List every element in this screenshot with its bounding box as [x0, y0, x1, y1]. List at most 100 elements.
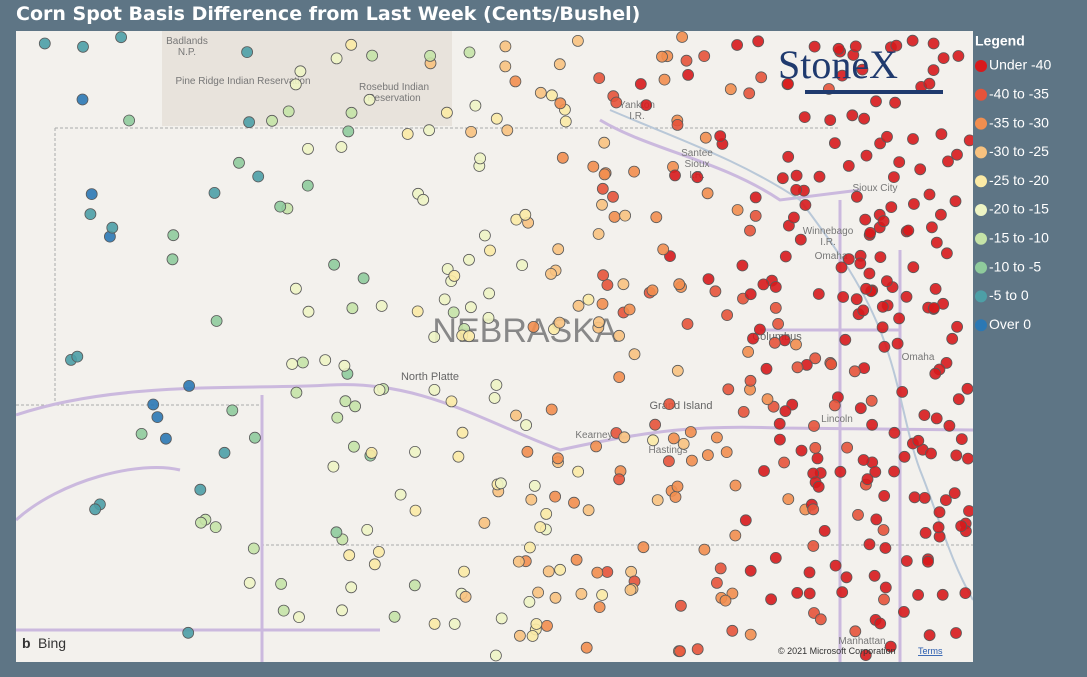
station-dot — [941, 247, 953, 260]
station-dot — [363, 93, 376, 106]
station-dot — [494, 477, 507, 490]
place-label: Pine Ridge Indian Reservation — [175, 76, 310, 87]
station-dot — [572, 299, 585, 312]
station-dot — [714, 130, 727, 143]
station-dot — [610, 96, 623, 109]
station-dot — [930, 412, 943, 425]
station-dot — [448, 618, 461, 630]
station-dot — [601, 279, 614, 291]
station-dot — [949, 195, 962, 208]
station-dot — [233, 156, 245, 169]
station-dot — [721, 309, 733, 322]
station-dot — [795, 444, 808, 457]
station-dot — [744, 224, 756, 237]
station-dot — [950, 627, 962, 639]
station-dot — [409, 445, 421, 458]
station-dot — [532, 586, 544, 599]
station-dot — [327, 460, 340, 473]
station-dot — [852, 509, 864, 521]
terms-link[interactable]: Terms — [918, 646, 943, 656]
station-dot — [618, 431, 631, 444]
station-dot — [900, 290, 913, 303]
station-dot — [357, 272, 370, 285]
station-dot — [729, 479, 742, 492]
station-dot — [744, 288, 757, 301]
station-dot — [955, 520, 968, 532]
station-dot — [857, 454, 870, 466]
station-dot — [907, 261, 920, 274]
place-label: Yankton — [619, 100, 655, 111]
station-dot — [719, 594, 732, 607]
station-dot — [876, 321, 889, 334]
station-dot — [658, 73, 671, 86]
station-dot — [884, 640, 897, 653]
station-dot — [952, 50, 965, 62]
station-dot — [519, 208, 532, 221]
station-dot — [676, 31, 688, 43]
station-dot — [346, 302, 359, 315]
station-dot — [482, 311, 495, 324]
station-dot — [731, 39, 743, 51]
legend-marker — [975, 88, 987, 101]
legend-label: Over 0 — [989, 316, 1031, 332]
station-dot — [293, 611, 305, 623]
station-dot — [951, 148, 963, 161]
station-dot — [749, 191, 762, 204]
station-dot — [549, 490, 561, 503]
station-dot — [761, 393, 774, 406]
station-dot — [769, 301, 782, 314]
station-dot — [135, 427, 148, 440]
station-dot — [885, 201, 898, 214]
station-dot — [521, 445, 534, 458]
station-dot — [365, 446, 378, 459]
station-dot — [891, 337, 904, 350]
station-dot — [554, 97, 567, 110]
station-dot — [319, 354, 332, 367]
station-dot — [889, 96, 901, 109]
station-dot — [812, 288, 825, 300]
station-dot — [859, 213, 872, 226]
station-dot — [879, 581, 892, 594]
station-dot — [773, 417, 786, 430]
station-dot — [849, 40, 862, 53]
station-dot — [691, 171, 704, 184]
station-dot — [624, 584, 637, 596]
station-dot — [456, 426, 469, 439]
station-dot — [613, 371, 626, 384]
station-dot — [209, 521, 222, 533]
station-dot — [590, 440, 602, 453]
station-dot — [38, 37, 51, 50]
bing-logo: Bing — [38, 635, 66, 651]
station-dot — [77, 40, 89, 53]
station-dot — [726, 587, 739, 600]
station-dot — [607, 190, 619, 203]
station-dot — [423, 124, 436, 137]
station-dot — [691, 643, 704, 656]
station-dot — [702, 449, 714, 462]
station-dot — [673, 278, 686, 291]
station-dot — [556, 151, 569, 164]
station-dot — [807, 540, 820, 552]
station-dot — [330, 526, 343, 539]
station-dot — [930, 236, 943, 249]
station-dot — [878, 340, 891, 353]
station-dot — [76, 93, 89, 106]
station-dot — [335, 141, 348, 153]
station-dot — [501, 124, 514, 137]
station-dot — [758, 465, 770, 477]
station-dot — [568, 496, 580, 509]
station-dot — [596, 198, 608, 211]
station-dot — [647, 434, 659, 447]
station-dot — [159, 432, 172, 445]
station-dot — [774, 433, 786, 446]
place-label: Lincoln — [821, 414, 853, 425]
station-dot — [942, 155, 954, 168]
station-dot — [663, 455, 675, 468]
station-dot — [448, 269, 461, 282]
station-dot — [530, 618, 543, 630]
station-dot — [373, 384, 386, 396]
station-dot — [772, 317, 784, 330]
station-dot — [839, 333, 852, 346]
station-dot — [950, 449, 963, 462]
